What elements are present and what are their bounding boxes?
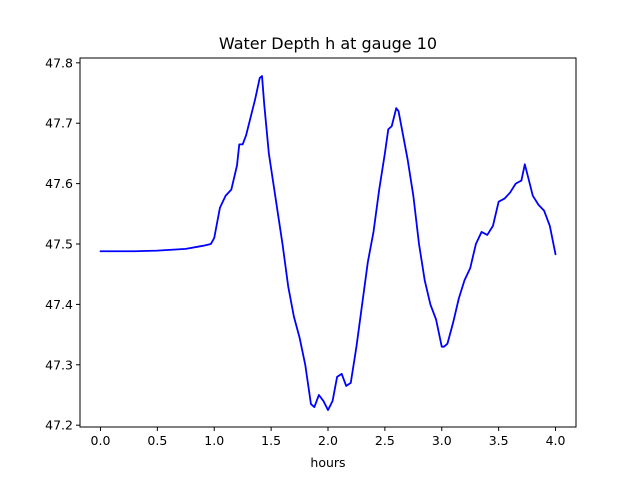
plot-frame: [79, 57, 577, 428]
chart-title: Water Depth h at gauge 10: [219, 34, 437, 53]
y-tick-label: 47.6: [45, 176, 73, 191]
y-tick-label: 47.2: [45, 418, 73, 433]
y-axis: 47.2 47.3 47.4 47.5 47.6 47.7 47.8: [45, 55, 80, 433]
y-tick-label: 47.3: [45, 357, 73, 372]
x-tick-label: 1.0: [204, 433, 224, 448]
x-tick-label: 0.0: [91, 433, 111, 448]
y-tick-label: 47.5: [45, 237, 73, 252]
x-axis: 0.0 0.5 1.0 1.5 2.0 2.5 3.0 3.5 4.0: [91, 427, 566, 448]
x-tick-label: 0.5: [147, 433, 167, 448]
x-axis-label: hours: [310, 455, 345, 470]
y-tick-label: 47.7: [45, 116, 73, 131]
x-tick-label: 2.0: [318, 433, 338, 448]
y-tick-label: 47.4: [45, 297, 73, 312]
y-tick-label: 47.8: [45, 55, 73, 70]
series-line: [99, 75, 557, 411]
x-tick-label: 2.5: [375, 433, 395, 448]
x-tick-label: 1.5: [261, 433, 281, 448]
x-tick-label: 3.0: [432, 433, 452, 448]
x-tick-label: 3.5: [489, 433, 509, 448]
x-tick-label: 4.0: [546, 433, 566, 448]
